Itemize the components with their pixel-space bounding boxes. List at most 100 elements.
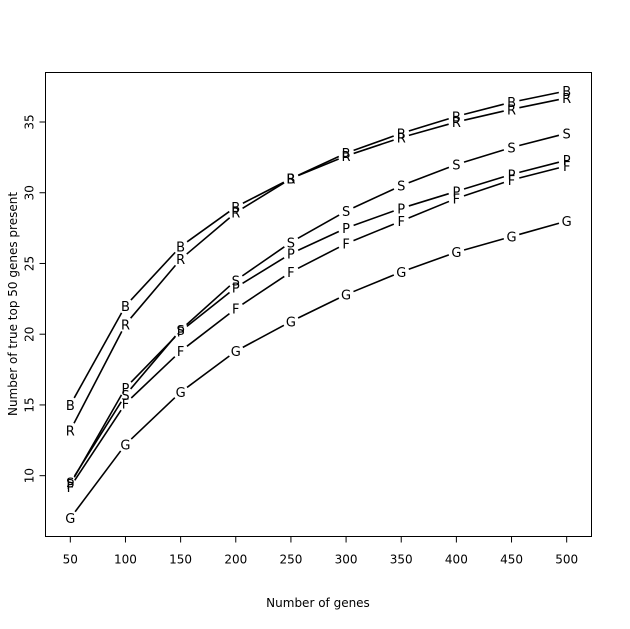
y-tick-label: 25 — [23, 256, 37, 271]
data-point-marker: B — [507, 96, 516, 111]
x-tick-label: 200 — [224, 553, 247, 567]
x-tick-label: 100 — [114, 553, 137, 567]
data-point-marker: F — [397, 215, 404, 230]
y-tick-label: 20 — [23, 327, 37, 342]
y-tick-label: 15 — [23, 397, 37, 412]
data-point-marker: B — [452, 110, 461, 125]
data-point-marker: S — [563, 127, 571, 142]
series-segment — [519, 161, 560, 174]
data-point-marker: S — [397, 180, 405, 195]
data-point-marker: G — [65, 512, 75, 527]
series-segment — [519, 98, 560, 109]
data-point-marker: S — [232, 274, 240, 289]
series-segment — [408, 192, 449, 207]
data-point-marker: G — [562, 215, 572, 230]
series-segment — [73, 331, 123, 424]
series-segment — [186, 291, 231, 328]
series-segment — [297, 230, 340, 251]
data-point-marker: G — [120, 439, 130, 454]
series-segment — [74, 409, 122, 481]
x-axis: 50 100 150 200 250 300 350 400 450 500 — [63, 536, 578, 567]
series-g: G G G G G G G G G G — [65, 215, 571, 527]
data-point-marker: B — [286, 173, 295, 188]
series-p: P P P P P P P P P P — [66, 154, 570, 493]
series-b: B B B B B B B B B B — [66, 85, 571, 414]
x-tick-label: 350 — [390, 553, 413, 567]
x-tick-label: 500 — [555, 553, 578, 567]
series-segment — [130, 264, 177, 319]
series-segment — [242, 182, 285, 210]
plot-frame — [45, 72, 592, 537]
x-tick-label: 400 — [445, 553, 468, 567]
data-point-marker: P — [563, 154, 571, 169]
series-segment — [353, 210, 394, 227]
data-point-marker: R — [562, 92, 571, 107]
series-segment — [408, 254, 450, 271]
series-segment — [353, 274, 395, 293]
series-segment — [353, 139, 394, 155]
data-point-marker: P — [452, 185, 460, 200]
y-tick-label: 35 — [23, 114, 37, 129]
series-segment — [241, 246, 285, 277]
data-point-marker: R — [286, 173, 295, 188]
data-point-marker: G — [231, 345, 241, 360]
series-segment — [186, 217, 231, 255]
data-point-marker: S — [452, 158, 460, 173]
series-segment — [242, 181, 285, 204]
series-segment — [73, 394, 123, 478]
series-s: S S S S S S S S S S — [66, 127, 571, 491]
data-point-marker: R — [121, 318, 130, 333]
series-segment — [74, 450, 122, 513]
data-point-marker: P — [122, 382, 130, 397]
data-point-marker: P — [342, 222, 350, 237]
series-segment — [519, 134, 560, 147]
data-point-marker: P — [508, 168, 516, 183]
data-point-marker: G — [506, 231, 516, 246]
y-axis-label: Number of true top 50 genes present — [6, 192, 20, 416]
data-point-marker: R — [66, 424, 75, 439]
series-group: BBBBBBBBBBRRRRRRRRRRSSSSSSSSSSPPPPPPPPPP… — [65, 85, 571, 527]
series-segment — [408, 200, 450, 219]
data-point-marker: G — [396, 266, 406, 281]
series-segment — [186, 285, 231, 326]
series-segment — [353, 223, 395, 242]
data-point-marker: G — [341, 289, 351, 304]
series-segment — [242, 324, 285, 349]
data-point-marker: S — [507, 141, 515, 156]
series-segment — [353, 188, 395, 209]
series-segment — [297, 214, 340, 240]
data-point-marker: B — [562, 85, 571, 100]
data-point-marker: B — [66, 399, 75, 414]
data-point-marker: B — [231, 201, 240, 216]
series-segment — [241, 275, 285, 305]
x-tick-label: 250 — [279, 553, 302, 567]
data-point-marker: R — [452, 116, 461, 131]
data-point-marker: F — [563, 160, 570, 175]
data-point-marker: S — [121, 389, 129, 404]
series-segment — [186, 312, 230, 347]
series-segment — [463, 175, 505, 190]
series-segment — [463, 110, 504, 121]
y-axis: 10 15 20 25 30 35 — [23, 114, 46, 483]
data-point-marker: R — [507, 103, 516, 118]
data-point-marker: P — [397, 202, 405, 217]
data-point-marker: F — [453, 192, 460, 207]
series-segment — [297, 246, 340, 270]
data-point-marker: G — [451, 246, 461, 261]
data-point-marker: B — [176, 241, 185, 256]
data-point-marker: R — [342, 150, 351, 165]
y-tick-label: 10 — [23, 468, 37, 483]
series-segment — [130, 251, 176, 301]
series-segment — [186, 210, 230, 243]
series-segment — [298, 158, 339, 177]
data-point-marker: R — [397, 132, 406, 147]
data-point-marker: F — [287, 266, 294, 281]
data-point-marker: F — [177, 345, 184, 360]
data-point-marker: P — [66, 478, 74, 493]
data-point-marker: B — [121, 300, 130, 315]
data-point-marker: P — [177, 325, 185, 340]
data-point-marker: S — [342, 205, 350, 220]
data-point-marker: G — [286, 315, 296, 330]
series-segment — [242, 257, 285, 285]
x-tick-label: 450 — [500, 553, 523, 567]
